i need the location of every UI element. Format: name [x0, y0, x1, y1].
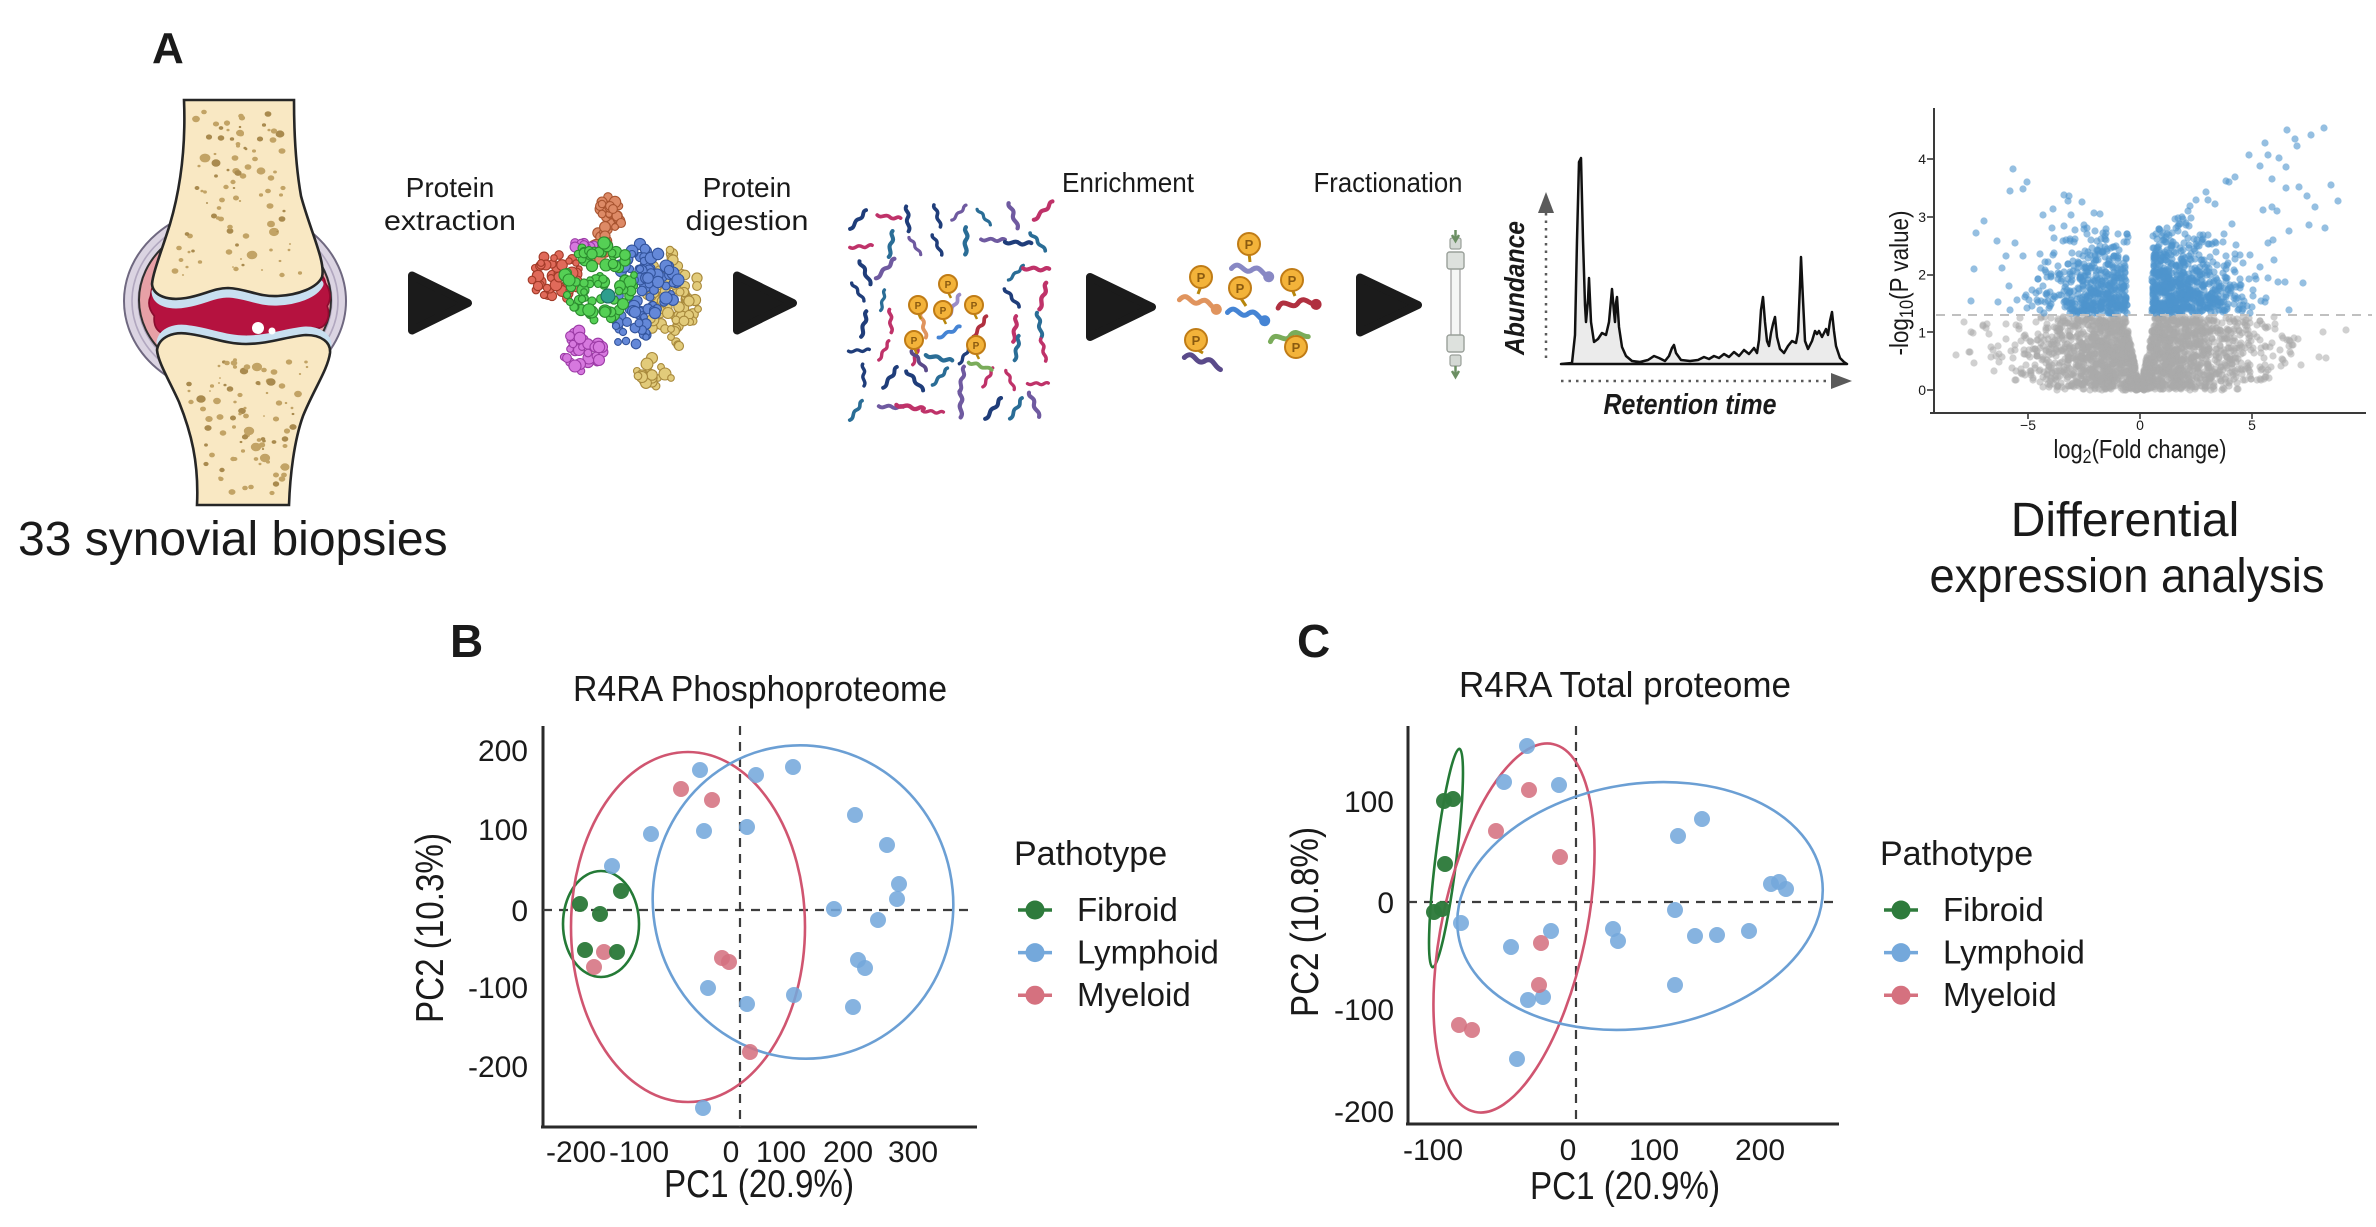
svg-text:A: A — [152, 24, 184, 73]
svg-text:0: 0 — [2136, 417, 2144, 433]
svg-text:Protein: Protein — [406, 172, 495, 203]
svg-text:Pathotype: Pathotype — [1014, 835, 1167, 873]
svg-text:-200: -200 — [1334, 1096, 1394, 1129]
svg-text:P: P — [915, 301, 922, 312]
svg-text:C: C — [1297, 615, 1330, 667]
svg-text:Protein: Protein — [703, 172, 792, 203]
svg-text:-100: -100 — [1334, 994, 1394, 1027]
svg-text:R4RA Phosphoproteome: R4RA Phosphoproteome — [573, 668, 947, 709]
svg-text:-100: -100 — [609, 1136, 669, 1169]
svg-text:-200: -200 — [468, 1051, 528, 1084]
svg-text:PC1 (20.9%): PC1 (20.9%) — [664, 1163, 854, 1206]
svg-text:Fibroid: Fibroid — [1943, 891, 2044, 928]
svg-text:0: 0 — [1377, 887, 1394, 920]
svg-text:200: 200 — [1735, 1134, 1785, 1167]
svg-text:B: B — [450, 615, 483, 667]
svg-text:3: 3 — [1918, 209, 1926, 225]
svg-text:0: 0 — [723, 1136, 740, 1169]
svg-text:expression analysis: expression analysis — [1930, 550, 2325, 603]
svg-text:Myeloid: Myeloid — [1077, 976, 1191, 1013]
svg-text:Myeloid: Myeloid — [1943, 976, 2057, 1013]
svg-text:200: 200 — [478, 735, 528, 768]
svg-text:2: 2 — [1918, 267, 1926, 283]
svg-text:P: P — [973, 341, 980, 352]
svg-text:Pathotype: Pathotype — [1880, 835, 2033, 873]
svg-text:0: 0 — [511, 895, 528, 928]
svg-text:Fractionation: Fractionation — [1314, 167, 1463, 198]
svg-text:PC2 (10.3%): PC2 (10.3%) — [409, 833, 452, 1023]
svg-text:R4RA Total proteome: R4RA Total proteome — [1459, 664, 1791, 705]
svg-text:200: 200 — [823, 1136, 873, 1169]
svg-text:P: P — [1292, 340, 1301, 355]
svg-text:digestion: digestion — [686, 205, 809, 236]
svg-text:P: P — [1197, 270, 1206, 285]
svg-text:PC1 (20.9%): PC1 (20.9%) — [1530, 1165, 1720, 1208]
svg-text:−5: −5 — [2020, 417, 2036, 433]
svg-text:-200: -200 — [546, 1136, 606, 1169]
svg-text:300: 300 — [888, 1136, 938, 1169]
svg-text:P: P — [1245, 237, 1254, 252]
svg-text:100: 100 — [1344, 786, 1394, 819]
svg-text:100: 100 — [1629, 1134, 1679, 1167]
svg-text:0: 0 — [1918, 382, 1926, 398]
svg-text:PC2 (10.8%): PC2 (10.8%) — [1284, 827, 1327, 1017]
svg-text:Enrichment: Enrichment — [1062, 167, 1194, 198]
svg-text:5: 5 — [2248, 417, 2256, 433]
svg-text:P: P — [911, 336, 918, 347]
svg-text:P: P — [1236, 281, 1245, 296]
svg-text:Differential: Differential — [2011, 494, 2240, 547]
svg-text:-100: -100 — [1403, 1134, 1463, 1167]
svg-text:P: P — [940, 306, 947, 317]
svg-text:P: P — [971, 301, 978, 312]
svg-text:Retention time: Retention time — [1604, 389, 1777, 421]
svg-text:100: 100 — [478, 814, 528, 847]
svg-text:Fibroid: Fibroid — [1077, 891, 1178, 928]
svg-text:100: 100 — [756, 1136, 806, 1169]
svg-text:-log10(P value): -log10(P value) — [1884, 211, 1918, 356]
svg-text:Lymphoid: Lymphoid — [1943, 934, 2085, 971]
svg-text:Abundance: Abundance — [1499, 221, 1530, 356]
svg-text:1: 1 — [1918, 324, 1926, 340]
svg-text:0: 0 — [1560, 1134, 1577, 1167]
svg-text:4: 4 — [1918, 151, 1926, 167]
svg-text:33 synovial biopsies: 33 synovial biopsies — [18, 513, 448, 566]
svg-text:P: P — [945, 280, 952, 291]
svg-text:extraction: extraction — [384, 205, 516, 236]
svg-text:Lymphoid: Lymphoid — [1077, 934, 1219, 971]
svg-text:-100: -100 — [468, 972, 528, 1005]
svg-text:P: P — [1192, 333, 1201, 348]
svg-text:log2(Fold change): log2(Fold change) — [2054, 434, 2227, 468]
svg-text:P: P — [1288, 273, 1297, 288]
